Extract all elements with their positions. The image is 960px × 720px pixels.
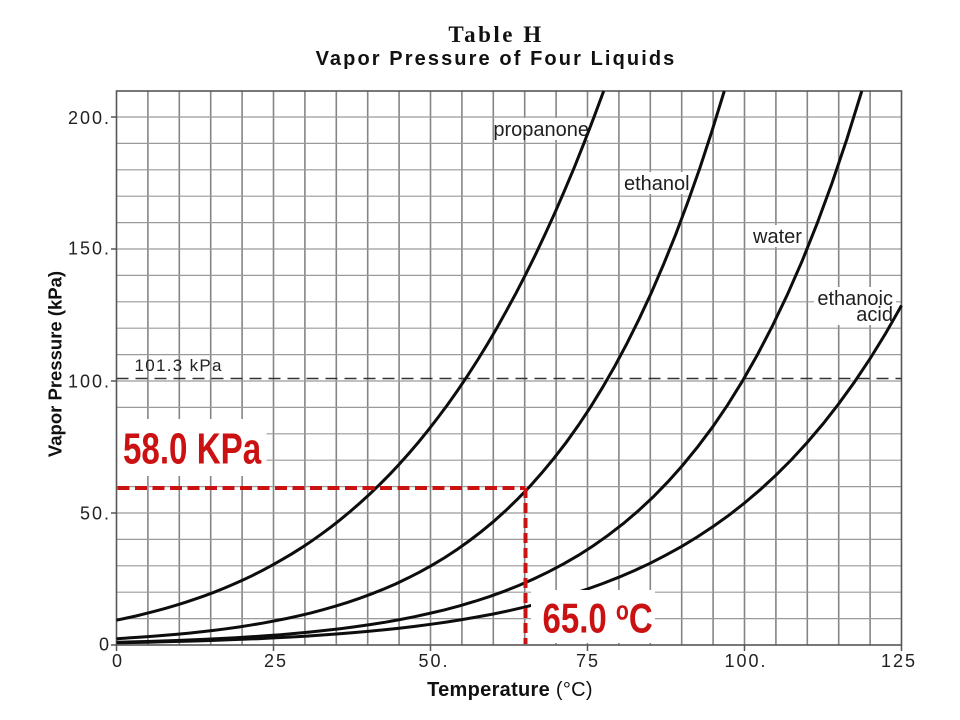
svg-text:ethanol: ethanol [624, 173, 690, 195]
svg-text:25: 25 [264, 651, 288, 671]
svg-text:0: 0 [112, 651, 124, 671]
svg-text:101.3 kPa: 101.3 kPa [135, 356, 223, 375]
svg-text:75: 75 [576, 651, 600, 671]
svg-text:0: 0 [99, 635, 111, 655]
svg-text:50.: 50. [418, 651, 449, 671]
svg-text:100.: 100. [68, 372, 111, 392]
svg-text:58.0 KPa: 58.0 KPa [123, 425, 262, 473]
svg-text:100.: 100. [724, 651, 767, 671]
svg-text:ethanoic: ethanoic [817, 288, 893, 310]
svg-text:Temperature (°C): Temperature (°C) [427, 679, 593, 701]
svg-text:65.0 oC: 65.0 oC [543, 596, 653, 643]
svg-text:Vapor Pressure (kPa): Vapor Pressure (kPa) [45, 271, 66, 457]
svg-text:acid: acid [856, 304, 893, 326]
svg-text:Vapor Pressure of Four Liquids: Vapor Pressure of Four Liquids [316, 48, 677, 70]
svg-text:200.: 200. [68, 108, 111, 128]
svg-text:Table H: Table H [448, 22, 543, 47]
svg-text:water: water [752, 226, 802, 248]
svg-text:125: 125 [881, 651, 917, 671]
svg-text:150.: 150. [68, 239, 111, 259]
svg-text:50.: 50. [80, 504, 111, 524]
svg-text:propanone: propanone [493, 119, 589, 141]
